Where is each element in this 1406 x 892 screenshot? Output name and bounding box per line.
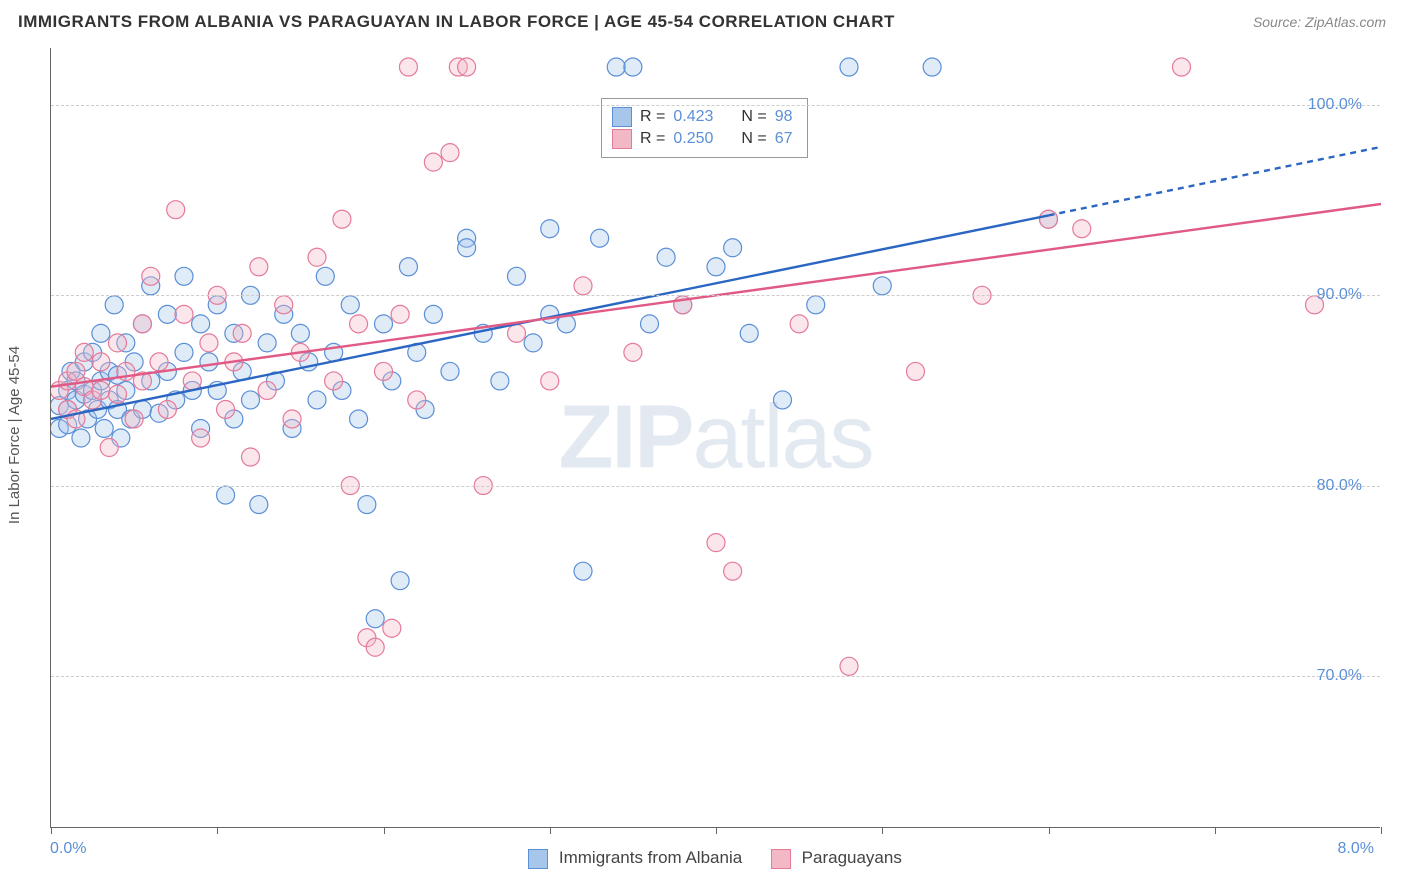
r-value-series1: 0.423 (673, 108, 713, 126)
x-tick (1381, 827, 1382, 834)
chart-title: IMMIGRANTS FROM ALBANIA VS PARAGUAYAN IN… (18, 12, 895, 32)
y-tick-label: 90.0% (1317, 286, 1362, 304)
y-tick-label: 80.0% (1317, 477, 1362, 495)
x-tick (716, 827, 717, 834)
legend-series2-label: Paraguayans (802, 848, 902, 867)
x-tick (217, 827, 218, 834)
y-tick-label: 100.0% (1308, 96, 1362, 114)
n-value-series2: 67 (775, 130, 793, 148)
y-tick-label: 70.0% (1317, 667, 1362, 685)
watermark-thin: atlas (692, 387, 872, 487)
gridline-h (51, 105, 1380, 106)
swatch-series2-icon (771, 849, 791, 869)
swatch-series2-icon (612, 129, 632, 149)
swatch-series1-icon (612, 107, 632, 127)
swatch-series1-icon (528, 849, 548, 869)
legend-bottom: Immigrants from Albania Paraguayans (0, 848, 1406, 869)
source-credit: Source: ZipAtlas.com (1253, 14, 1386, 30)
legend-row-series1: R = 0.423 N = 98 (612, 107, 793, 127)
n-value-series1: 98 (775, 108, 793, 126)
x-tick (1215, 827, 1216, 834)
x-tick (882, 827, 883, 834)
x-tick (1049, 827, 1050, 834)
legend-correlation-box: R = 0.423 N = 98 R = 0.250 N = 67 (601, 98, 808, 158)
legend-row-series2: R = 0.250 N = 67 (612, 129, 793, 149)
legend-series1-label: Immigrants from Albania (559, 848, 742, 867)
x-tick (550, 827, 551, 834)
chart-container: IMMIGRANTS FROM ALBANIA VS PARAGUAYAN IN… (0, 0, 1406, 892)
x-tick (384, 827, 385, 834)
watermark-bold: ZIP (558, 387, 692, 487)
n-label: N = (741, 108, 766, 126)
n-label: N = (741, 130, 766, 148)
gridline-h (51, 295, 1380, 296)
scatter-svg (51, 48, 1381, 828)
plot-area: ZIPatlas R = 0.423 N = 98 R = 0.250 N = … (50, 48, 1380, 828)
gridline-h (51, 676, 1380, 677)
watermark: ZIPatlas (558, 386, 872, 489)
gridline-h (51, 486, 1380, 487)
r-label: R = (640, 130, 665, 148)
r-label: R = (640, 108, 665, 126)
x-tick (51, 827, 52, 834)
y-axis-title: In Labor Force | Age 45-54 (6, 346, 23, 524)
r-value-series2: 0.250 (673, 130, 713, 148)
